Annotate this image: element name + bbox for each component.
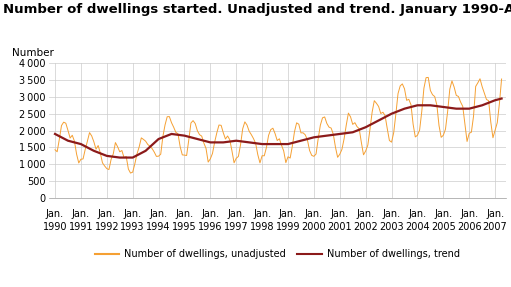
Text: 2007: 2007 [483, 222, 507, 232]
Text: 2001: 2001 [328, 222, 352, 232]
Text: Jan.: Jan. [150, 209, 168, 219]
Text: 1993: 1993 [121, 222, 145, 232]
Text: 1995: 1995 [172, 222, 197, 232]
Text: Jan.: Jan. [253, 209, 271, 219]
Text: 1992: 1992 [95, 222, 119, 232]
Text: Jan.: Jan. [434, 209, 452, 219]
Text: 1999: 1999 [276, 222, 300, 232]
Text: 2004: 2004 [405, 222, 430, 232]
Text: 2006: 2006 [457, 222, 481, 232]
Text: 1997: 1997 [224, 222, 248, 232]
Text: Number: Number [12, 48, 54, 58]
Text: 2005: 2005 [431, 222, 456, 232]
Text: Jan.: Jan. [175, 209, 194, 219]
Text: 2000: 2000 [301, 222, 326, 232]
Text: Jan.: Jan. [486, 209, 504, 219]
Text: Jan.: Jan. [408, 209, 427, 219]
Text: Jan.: Jan. [357, 209, 375, 219]
Text: 1996: 1996 [198, 222, 223, 232]
Text: 1990: 1990 [43, 222, 67, 232]
Text: 1998: 1998 [250, 222, 274, 232]
Text: Jan.: Jan. [383, 209, 401, 219]
Text: 1994: 1994 [146, 222, 171, 232]
Text: Jan.: Jan. [227, 209, 245, 219]
Text: Jan.: Jan. [331, 209, 349, 219]
Text: Jan.: Jan. [72, 209, 90, 219]
Text: 2002: 2002 [353, 222, 378, 232]
Text: Jan.: Jan. [46, 209, 64, 219]
Text: Jan.: Jan. [124, 209, 142, 219]
Text: Jan.: Jan. [279, 209, 297, 219]
Text: Number of dwellings started. Unadjusted and trend. January 1990-April 2007: Number of dwellings started. Unadjusted … [3, 3, 511, 16]
Text: Jan.: Jan. [201, 209, 219, 219]
Text: 2003: 2003 [379, 222, 404, 232]
Text: Jan.: Jan. [98, 209, 116, 219]
Text: Jan.: Jan. [460, 209, 478, 219]
Legend: Number of dwellings, unadjusted, Number of dwellings, trend: Number of dwellings, unadjusted, Number … [91, 246, 463, 263]
Text: 1991: 1991 [68, 222, 93, 232]
Text: Jan.: Jan. [305, 209, 323, 219]
